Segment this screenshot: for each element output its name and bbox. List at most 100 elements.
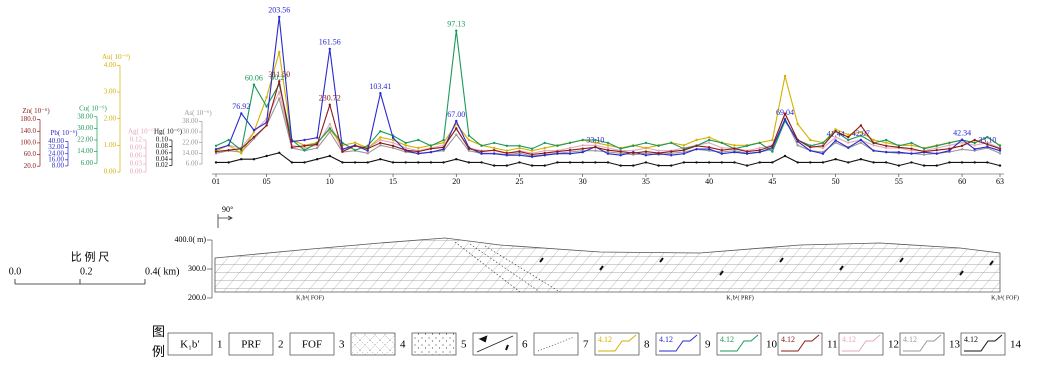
point xyxy=(619,148,621,150)
point xyxy=(683,144,685,146)
point xyxy=(771,161,773,163)
data-label: 161.56 xyxy=(319,38,341,47)
point xyxy=(695,161,697,163)
x-tick-label: 15 xyxy=(389,177,397,186)
y-tick-label: 0.09 xyxy=(130,144,143,152)
point xyxy=(746,164,748,166)
point xyxy=(695,145,697,147)
point xyxy=(430,151,432,153)
point xyxy=(746,150,748,152)
section-tick-label: 200.0 xyxy=(188,293,206,302)
legend-box xyxy=(534,333,578,355)
legend-number: 12 xyxy=(888,339,899,351)
x-tick-label: 35 xyxy=(642,177,650,186)
legend-title: 图 xyxy=(152,324,165,339)
point xyxy=(278,16,280,18)
y-tick-label: 100.0 xyxy=(20,139,36,147)
data-label: 76.92 xyxy=(232,102,250,111)
point xyxy=(923,164,925,166)
y-tick-label: 22.00 xyxy=(77,136,93,144)
point xyxy=(544,154,546,156)
x-tick-label: 20 xyxy=(452,177,460,186)
point xyxy=(518,161,520,163)
y-tick-label: 1.00 xyxy=(104,141,117,149)
point xyxy=(784,118,786,120)
point xyxy=(898,146,900,148)
point xyxy=(329,155,331,157)
legend-number: 6 xyxy=(522,339,528,351)
point xyxy=(885,161,887,163)
unit-label: K₁b¹( PRF) xyxy=(726,294,753,301)
point xyxy=(759,149,761,151)
point xyxy=(999,148,1001,150)
point xyxy=(860,124,862,126)
point xyxy=(404,147,406,149)
point xyxy=(392,161,394,163)
point xyxy=(227,144,229,146)
point xyxy=(607,153,609,155)
unit-label: K₁b¹( FOF) xyxy=(296,294,324,301)
point xyxy=(885,139,887,141)
point xyxy=(619,154,621,156)
point xyxy=(898,164,900,166)
point xyxy=(898,151,900,153)
x-tick-label: 01 xyxy=(212,177,220,186)
point xyxy=(607,149,609,151)
point xyxy=(657,145,659,147)
point xyxy=(404,149,406,151)
point xyxy=(986,146,988,148)
point xyxy=(379,142,381,144)
legend-sample: 4.12 xyxy=(842,335,856,344)
point xyxy=(417,150,419,152)
point xyxy=(759,147,761,149)
point xyxy=(822,142,824,144)
point xyxy=(733,144,735,146)
point xyxy=(923,148,925,150)
point xyxy=(910,161,912,163)
point xyxy=(316,143,318,145)
point xyxy=(733,151,735,153)
point xyxy=(215,148,217,150)
section-tick-label: 300.0 xyxy=(188,264,206,273)
point xyxy=(670,142,672,144)
legend-number: 2 xyxy=(278,339,284,351)
point xyxy=(506,145,508,147)
point xyxy=(885,141,887,143)
point xyxy=(607,144,609,146)
point xyxy=(974,142,976,144)
point xyxy=(341,161,343,163)
point xyxy=(847,161,849,163)
point xyxy=(948,161,950,163)
point xyxy=(607,147,609,149)
y-tick-label: 0.06 xyxy=(130,152,143,160)
point xyxy=(417,161,419,163)
point xyxy=(607,142,609,144)
point xyxy=(544,142,546,144)
point xyxy=(594,161,596,163)
point xyxy=(784,155,786,157)
point xyxy=(367,152,369,154)
point xyxy=(569,149,571,151)
point xyxy=(872,139,874,141)
point xyxy=(683,149,685,151)
point xyxy=(480,150,482,152)
legend-box xyxy=(351,333,395,355)
x-tick-label: 63 xyxy=(996,177,1004,186)
point xyxy=(506,154,508,156)
axis-title: Pb( 10⁻⁶) xyxy=(51,129,79,137)
point xyxy=(417,139,419,141)
point xyxy=(506,149,508,151)
series-line xyxy=(216,31,1000,152)
point xyxy=(594,149,596,151)
point xyxy=(822,161,824,163)
point xyxy=(872,149,874,151)
legend-symbol: PRF xyxy=(241,339,261,351)
point xyxy=(468,139,470,141)
point xyxy=(329,104,331,106)
data-label: 60.06 xyxy=(245,73,263,82)
legend-sample: 4.12 xyxy=(659,335,673,344)
point xyxy=(430,145,432,147)
point xyxy=(240,158,242,160)
point xyxy=(291,146,293,148)
data-label: 311.50 xyxy=(268,70,290,79)
